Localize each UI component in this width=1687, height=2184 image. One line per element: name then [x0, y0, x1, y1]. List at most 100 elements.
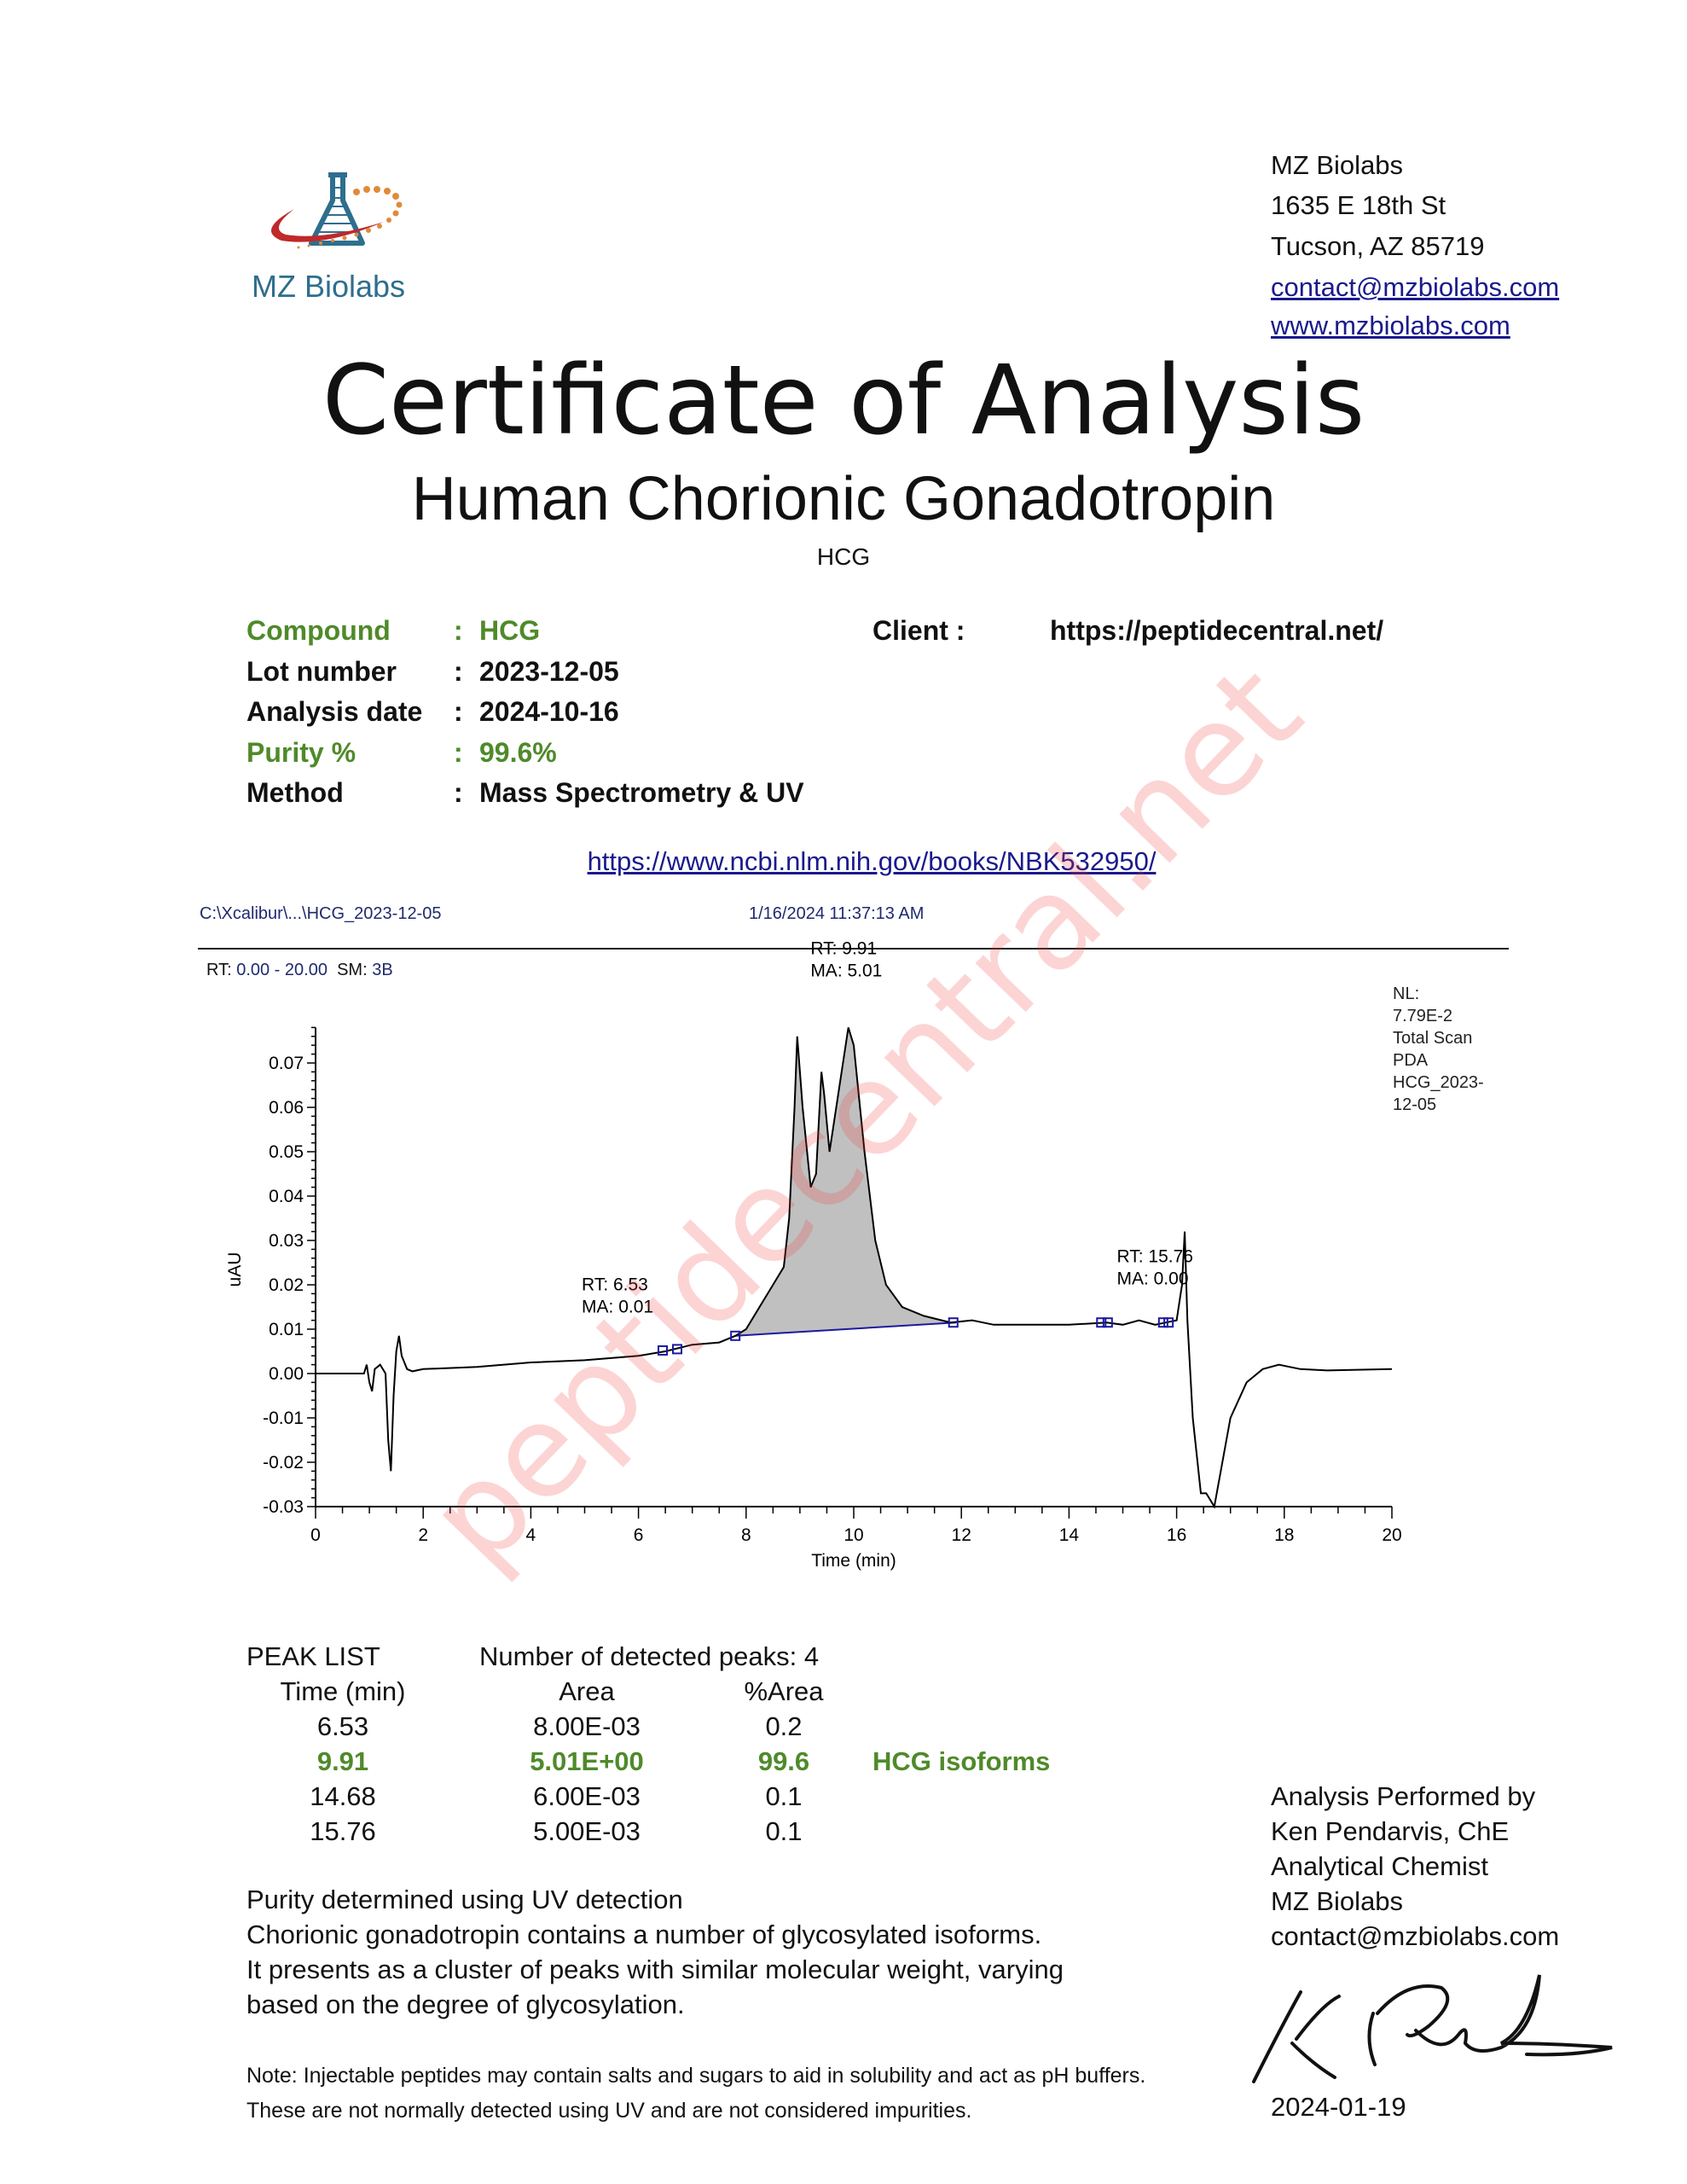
x-tick-label: 2 [418, 1525, 428, 1545]
annotation-ma: MA: 5.01 [810, 961, 882, 980]
peak-area-fill [735, 1027, 956, 1336]
y-tick-label: 0.04 [269, 1187, 304, 1206]
divider [198, 948, 1509, 950]
header-area: Area [559, 1676, 615, 1706]
info-colon: : [454, 777, 463, 808]
peak-baseline [735, 1321, 956, 1337]
company-logo: MZ Biolabs [247, 162, 426, 316]
company-name: MZ Biolabs [1271, 150, 1404, 180]
y-tick-label: 0.01 [269, 1320, 304, 1339]
annotation-rt: RT: 15.76 [1116, 1247, 1193, 1267]
annotation-rt: RT: 9.91 [810, 938, 877, 958]
y-tick-label: 0.02 [269, 1275, 304, 1295]
nl-line: 12-05 [1393, 1095, 1437, 1114]
peak-area: 5.01E+00 [530, 1746, 644, 1776]
page-subtitle: Human Chorionic Gonadotropin [411, 465, 1276, 533]
x-tick-label: 0 [310, 1525, 321, 1545]
info-label: Purity % [246, 736, 357, 768]
company-city: Tucson, AZ 85719 [1271, 231, 1485, 261]
info-value: 2023-12-05 [479, 655, 619, 687]
description-line: Chorionic gonadotropin contains a number… [246, 1920, 1042, 1949]
peak-time: 15.76 [310, 1816, 376, 1846]
peak-list-title: PEAK LIST [246, 1641, 380, 1671]
x-tick-label: 6 [634, 1525, 644, 1545]
header-time: Time (min) [280, 1676, 406, 1706]
info-colon: : [454, 615, 463, 646]
x-tick-label: 20 [1382, 1525, 1401, 1545]
y-axis-label: uAU [225, 1252, 245, 1287]
y-tick-label: 0.03 [269, 1231, 304, 1251]
peak-time: 6.53 [316, 1711, 369, 1741]
y-tick-label: 0.07 [269, 1054, 304, 1073]
nl-line: HCG_2023- [1393, 1073, 1484, 1092]
info-label: Lot number [246, 655, 397, 687]
logo-text: MZ Biolabs [252, 269, 406, 304]
x-tick-label: 14 [1059, 1525, 1080, 1545]
peak-label: HCG isoforms [872, 1746, 1051, 1776]
info-label: Analysis date [246, 696, 423, 727]
header-pct-area: %Area [744, 1676, 824, 1706]
file-path: C:\Xcalibur\...\HCG_2023-12-05 [200, 904, 442, 923]
analyst-line: contact@mzbiolabs.com [1271, 1921, 1560, 1951]
info-label: Compound [246, 615, 391, 646]
website-link[interactable]: www.mzbiolabs.com [1271, 311, 1510, 340]
nl-line: 7.79E-2 [1393, 1007, 1453, 1025]
info-value: 99.6% [479, 736, 557, 768]
x-tick-label: 18 [1274, 1525, 1294, 1545]
y-tick-label: -0.03 [263, 1497, 304, 1517]
nl-line: NL: [1393, 985, 1420, 1003]
timestamp: 1/16/2024 11:37:13 AM [749, 904, 925, 923]
info-value: 2024-10-16 [479, 696, 619, 727]
y-tick-label: 0.00 [269, 1364, 304, 1384]
nl-legend: NL: 7.79E-2 Total Scan PDA HCG_2023- 12-05 [1393, 983, 1484, 1116]
sm-value: 3B [372, 961, 393, 979]
peak-pct-area: 0.1 [765, 1781, 803, 1811]
peak-area: 8.00E-03 [533, 1711, 641, 1741]
flask-logo-icon [271, 172, 403, 249]
peak-marker [1102, 1317, 1113, 1328]
peak-pct-area: 0.1 [765, 1816, 803, 1846]
y-tick-label: 0.05 [269, 1142, 304, 1162]
info-label: Method [246, 777, 344, 808]
description-line: It presents as a cluster of peaks with s… [246, 1955, 1064, 1984]
info-value: Mass Spectrometry & UV [479, 777, 804, 808]
client-value: https://peptidecentral.net/ [1050, 615, 1384, 646]
x-axis-label: Time (min) [811, 1551, 896, 1571]
sm-prefix: SM: [337, 961, 368, 979]
peak-marker [657, 1345, 668, 1356]
rt-prefix: RT: [206, 961, 232, 979]
x-tick-label: 16 [1167, 1525, 1186, 1545]
peak-time: 9.91 [316, 1746, 369, 1776]
signature-date: 2024-01-19 [1271, 2092, 1406, 2122]
y-tick-label: -0.02 [263, 1453, 304, 1472]
peak-time: 14.68 [310, 1781, 376, 1811]
peak-pct-area: 0.2 [765, 1711, 803, 1741]
info-colon: : [454, 736, 463, 768]
description-line: Purity determined using UV detection [246, 1885, 683, 1914]
peak-pct-area: 99.6 [757, 1746, 810, 1776]
peak-marker [672, 1344, 683, 1355]
client-label: Client : [872, 615, 965, 646]
x-tick-label: 8 [741, 1525, 751, 1545]
analyst-line: Ken Pendarvis, ChE [1271, 1816, 1510, 1846]
nl-line: PDA [1393, 1051, 1429, 1070]
note-line: Note: Injectable peptides may contain sa… [246, 2064, 1146, 2088]
x-tick-label: 12 [952, 1525, 971, 1545]
peak-marker [730, 1330, 741, 1341]
company-street: 1635 E 18th St [1271, 190, 1446, 220]
peak-area: 6.00E-03 [533, 1781, 641, 1811]
page-title: Certificate of Analysis [322, 346, 1365, 456]
email-link[interactable]: contact@mzbiolabs.com [1271, 272, 1560, 302]
annotation-rt: RT: 6.53 [582, 1275, 648, 1294]
info-colon: : [454, 696, 463, 727]
reference-link[interactable]: https://www.ncbi.nlm.nih.gov/books/NBK53… [587, 846, 1157, 876]
rt-range: RT: 0.00 - 20.00 SM: 3B [206, 961, 393, 980]
analyst-line: MZ Biolabs [1271, 1886, 1404, 1916]
peak-marker [948, 1317, 959, 1328]
note-line: These are not normally detected using UV… [246, 2099, 972, 2123]
peak-marker [1096, 1317, 1107, 1328]
peak-area: 5.00E-03 [533, 1816, 641, 1846]
peak-marker [1157, 1317, 1168, 1328]
y-tick-label: 0.06 [269, 1098, 304, 1118]
